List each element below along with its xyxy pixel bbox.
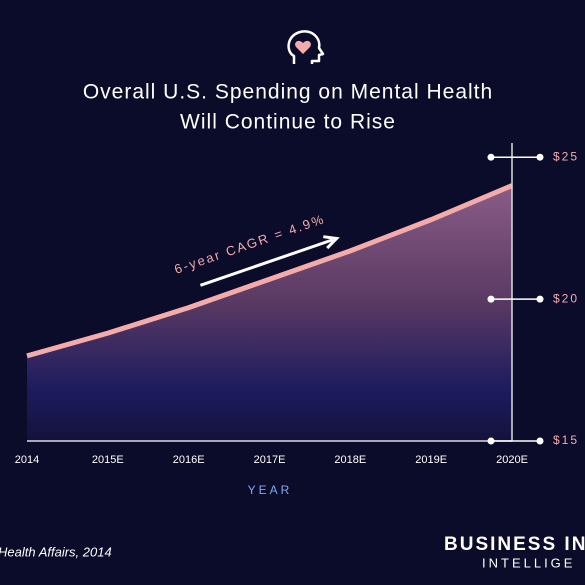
x-tick-label: 2016E xyxy=(173,454,205,466)
x-tick-label: 2017E xyxy=(254,454,286,466)
head-icon xyxy=(287,30,325,64)
y-tick-label: $25 xyxy=(553,149,579,163)
y-tick-dot xyxy=(487,437,495,445)
x-tick-label: 2018E xyxy=(334,454,366,466)
x-tick-label: 2015E xyxy=(92,454,124,466)
x-tick-label: 2020E xyxy=(496,454,528,466)
y-tick-dot xyxy=(487,153,495,161)
y-tick-dot xyxy=(536,295,544,303)
annotation-arrowhead xyxy=(323,235,340,250)
x-tick-label: 2019E xyxy=(415,454,447,466)
y-tick-dot xyxy=(536,153,544,161)
source: Health Affairs, 2014 xyxy=(0,544,112,559)
chart-subtitle: Will Continue to Rise xyxy=(180,111,396,134)
chart-title: Overall U.S. Spending on Mental Health xyxy=(83,81,493,104)
y-tick-dot xyxy=(487,295,495,303)
x-tick-label: 2014 xyxy=(15,454,39,466)
brand-sub: INTELLIGE xyxy=(482,555,575,570)
y-tick-label: $20 xyxy=(553,291,579,305)
y-tick-dot xyxy=(536,437,544,445)
annotation-arrow xyxy=(199,238,334,287)
brand: BUSINESS IN xyxy=(444,534,585,555)
line xyxy=(26,183,513,359)
x-axis-label: YEAR xyxy=(248,483,293,497)
y-tick-label: $15 xyxy=(553,433,579,447)
area xyxy=(27,185,512,441)
